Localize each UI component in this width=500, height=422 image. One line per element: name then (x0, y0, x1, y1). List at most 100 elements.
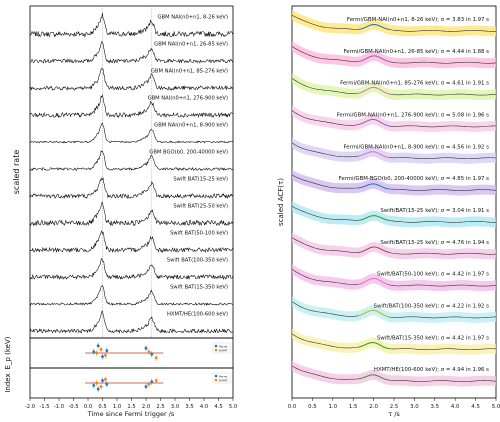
index-points (85, 376, 164, 392)
acf-peak-highlight (358, 246, 390, 253)
light-curve-trace (29, 67, 234, 91)
acf-label: Fermi/GBM-NAI(n0+n1, 8-26 keV); σ = 3.83… (347, 17, 489, 23)
acf-peak-highlight (358, 151, 389, 159)
data-point (95, 351, 99, 355)
acf-band (292, 10, 496, 37)
data-point (104, 378, 107, 381)
data-point (147, 382, 151, 386)
light-curve-label: GBM NAI(n0+n1, 8-26 keV) (157, 15, 228, 21)
left-xlabel: Time since Fermi trigger /s (87, 410, 175, 418)
ep-points (85, 342, 164, 361)
acf-curve (291, 110, 497, 128)
index-legend-marker-fermi (214, 374, 218, 378)
x-tick-label: 0.0 (288, 404, 297, 410)
light-curve-trace (29, 41, 234, 64)
x-tick-label: 1.5 (127, 404, 135, 410)
data-point (101, 355, 104, 358)
acf-band (292, 137, 496, 164)
light-curve-label: Swift BAT(15-25 keV) (173, 177, 228, 183)
light-curve-trace (29, 230, 234, 253)
acf-curve (291, 46, 497, 64)
acf-label: Swift/BAT(15-350 keV); σ = 4.42 in 1.97 … (377, 335, 489, 341)
data-point (105, 382, 109, 386)
acf-band (292, 232, 496, 260)
acf-peak-highlight (358, 183, 389, 190)
acf-peak-highlight (358, 342, 390, 350)
x-tick-label: 4.5 (214, 404, 222, 410)
acf-band (292, 360, 496, 387)
acf-peak-highlight (358, 55, 390, 63)
light-curves-panel: GBM NAI(n0+n1, 8-26 keV) GBM NAI(n0+n1, 2… (12, 5, 234, 339)
right-xlabel: τ /s (388, 410, 400, 418)
index-panel: Fermi HXMT Index -2.0 -1.5 -1.0 -0.5 0.0 0.5 1… (4, 367, 237, 418)
acf-band (292, 41, 496, 69)
acf-panel: Fermi/GBM-NAI(n0+n1, 8-26 keV); σ = 3.83… (277, 5, 500, 418)
ep-ylabel: E_p (keV) (4, 336, 12, 369)
acf-curve (291, 142, 497, 160)
left-ylabel: scaled rate (12, 150, 21, 195)
x-tick-label: 1.0 (329, 404, 338, 410)
x-tick-label: 2.5 (156, 404, 164, 410)
light-curve-label: GBM NAI(n0+n1, 85-276 keV) (151, 69, 228, 75)
acf-band (292, 296, 496, 323)
data-point (154, 379, 158, 382)
acf-band (292, 73, 496, 101)
acf-label: Swift/BAT(15-25 keV); σ = 4.76 in 1.94 s (380, 240, 489, 246)
acf-label: Swift/BAT(100-350 keV); σ = 4.22 in 1.92… (374, 304, 490, 310)
acf-label: Fermi/GBM-NAI(n0+n1, 26-85 keV); σ = 4.4… (343, 49, 489, 55)
light-curve-trace (29, 122, 234, 144)
data-point (144, 346, 148, 350)
ep-ylabel-main: E_p (keV) (4, 336, 12, 369)
data-point (150, 352, 154, 356)
acf-curve (291, 206, 497, 223)
x-tick-label: 0.5 (308, 404, 317, 410)
x-tick-label: 5.0 (229, 404, 237, 410)
data-point (150, 380, 154, 384)
x-tick-label: -0.5 (68, 404, 78, 410)
index-legend-marker-hxmt (214, 378, 218, 382)
index-legend-label-hxmt: HXMT (219, 378, 228, 382)
acf-peak-highlight (358, 86, 390, 95)
x-tick-label: -1.5 (39, 404, 49, 410)
acf-peak-highlight (358, 277, 390, 286)
x-tick-label: 0.0 (84, 404, 92, 410)
data-point (105, 349, 109, 352)
light-curve-trace (29, 257, 234, 281)
ep-panel: Fermi HXMT E_p (keV) (4, 336, 234, 369)
acf-curves (291, 10, 497, 387)
acf-curve (291, 269, 497, 287)
acf-label: Fermi/GBM-NAI(n0+n1, 8-900 keV); σ = 4.5… (343, 144, 489, 150)
acf-label: Fermi/GBM-NAI(n0+n1, 85-276 keV); σ = 4.… (340, 81, 489, 87)
x-tick-label: 3.0 (410, 404, 419, 410)
x-tick-label: -2.0 (25, 404, 35, 410)
light-curve-labels: GBM NAI(n0+n1, 8-26 keV) GBM NAI(n0+n1, 2… (148, 15, 228, 318)
index-legend: Fermi HXMT (212, 372, 231, 384)
x-tick-label: 4.5 (471, 404, 480, 410)
acf-label: Fermi/GBM-BGO(b0, 200-40000 keV); σ = 4.… (339, 176, 490, 182)
data-point (101, 379, 104, 382)
index-legend-label-fermi: Fermi (219, 374, 228, 378)
light-curve-trace (29, 177, 234, 199)
ep-legend: Fermi HXMT (212, 342, 231, 354)
acf-curve (291, 174, 497, 191)
x-tick-label: 4.0 (200, 404, 208, 410)
acf-curve (291, 365, 497, 382)
x-tick-label: 2.0 (369, 404, 378, 410)
right-x-ticks: 0.0 0.5 1.0 1.5 2.0 2.5 3.0 3.5 4.0 4.5 5.0 (288, 398, 500, 410)
data-point (144, 385, 148, 388)
acf-band (292, 201, 496, 228)
x-tick-label: 4.0 (451, 404, 460, 410)
light-curve-label: Swift BAT(50-100 keV) (170, 231, 228, 237)
acf-labels: Fermi/GBM-NAI(n0+n1, 8-26 keV); σ = 3.83… (337, 17, 490, 373)
acf-curve (291, 333, 497, 351)
data-point (154, 356, 158, 360)
x-tick-label: 3.5 (185, 404, 193, 410)
ep-legend-box (212, 342, 231, 354)
acf-band (292, 328, 496, 355)
light-curve-label: GBM NAI(n0+n1, 26-85 keV) (154, 42, 228, 48)
data-point (99, 348, 103, 351)
light-curve-trace (29, 13, 234, 38)
index-legend-box (212, 372, 231, 384)
ep-legend-marker-hxmt (214, 348, 218, 352)
x-tick-label: 2.5 (390, 404, 399, 410)
